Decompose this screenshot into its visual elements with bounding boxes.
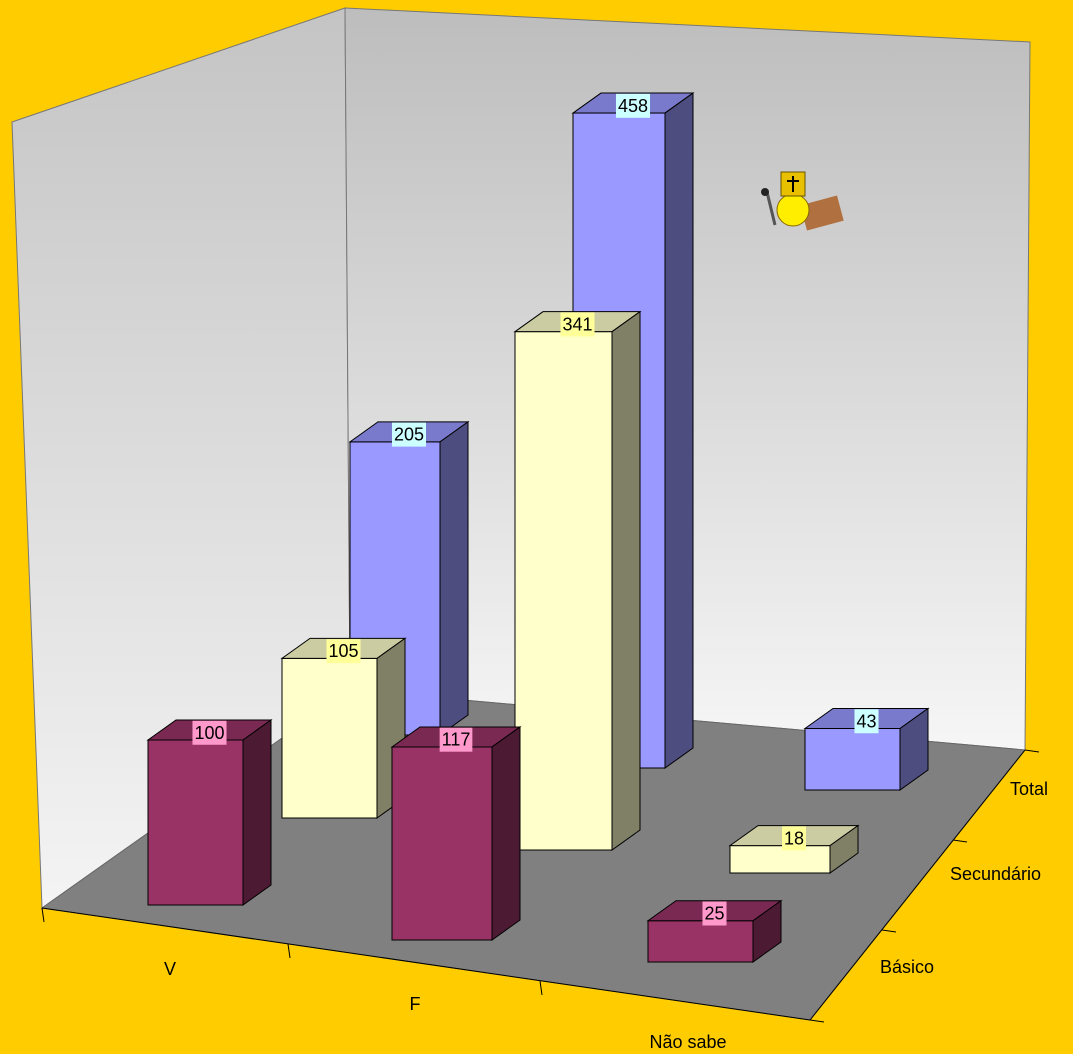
depth-tick-label: Secundário — [950, 864, 1041, 884]
data-label-bg — [439, 727, 473, 752]
clipart — [761, 171, 844, 231]
bar — [146, 719, 273, 906]
bar-side — [491, 725, 521, 941]
tick-marks — [41, 749, 1040, 1023]
data-label: 43 — [856, 711, 876, 731]
data-label: 117 — [442, 730, 471, 750]
x-tick-label: F — [410, 994, 421, 1014]
bar — [280, 637, 407, 819]
data-label: 25 — [704, 904, 724, 924]
data-label: 458 — [618, 96, 648, 116]
depth-tick-label: Básico — [880, 957, 934, 977]
bar-side — [899, 707, 929, 791]
data-label: 205 — [394, 425, 424, 445]
bar — [728, 824, 860, 874]
bar-front — [391, 746, 493, 941]
data-label-bg — [560, 312, 595, 337]
bar — [390, 725, 522, 941]
x-axis-line — [41, 907, 811, 1021]
data-label-bg — [192, 720, 227, 745]
bar-side — [829, 824, 859, 874]
bar — [513, 310, 642, 851]
x-tick-label: Não sabe — [649, 1032, 726, 1052]
data-label-bg — [391, 422, 427, 447]
bar-front — [147, 739, 244, 906]
bar-side — [664, 92, 694, 769]
bar-side — [439, 420, 469, 736]
bar-front — [281, 657, 378, 819]
bar — [803, 707, 930, 791]
bar-front — [729, 845, 831, 874]
bar-front — [514, 331, 613, 851]
data-label: 341 — [562, 314, 592, 334]
depth-tick-label: Total — [1010, 779, 1048, 799]
bar-side — [752, 899, 782, 963]
data-label: 105 — [328, 641, 358, 661]
data-label: 18 — [784, 828, 804, 848]
x-tick-label: V — [164, 959, 176, 979]
bar-side — [242, 719, 272, 906]
data-label-bg — [781, 826, 807, 851]
data-label-bg — [326, 639, 361, 664]
data-label: 100 — [194, 723, 224, 743]
data-label-bg — [854, 709, 879, 734]
data-label-bg — [702, 901, 727, 926]
bar-front — [647, 920, 754, 963]
data-label-bg — [615, 93, 651, 118]
depth-axis-line — [809, 749, 1026, 1021]
bar-side — [611, 310, 641, 851]
bar-front — [804, 728, 901, 791]
